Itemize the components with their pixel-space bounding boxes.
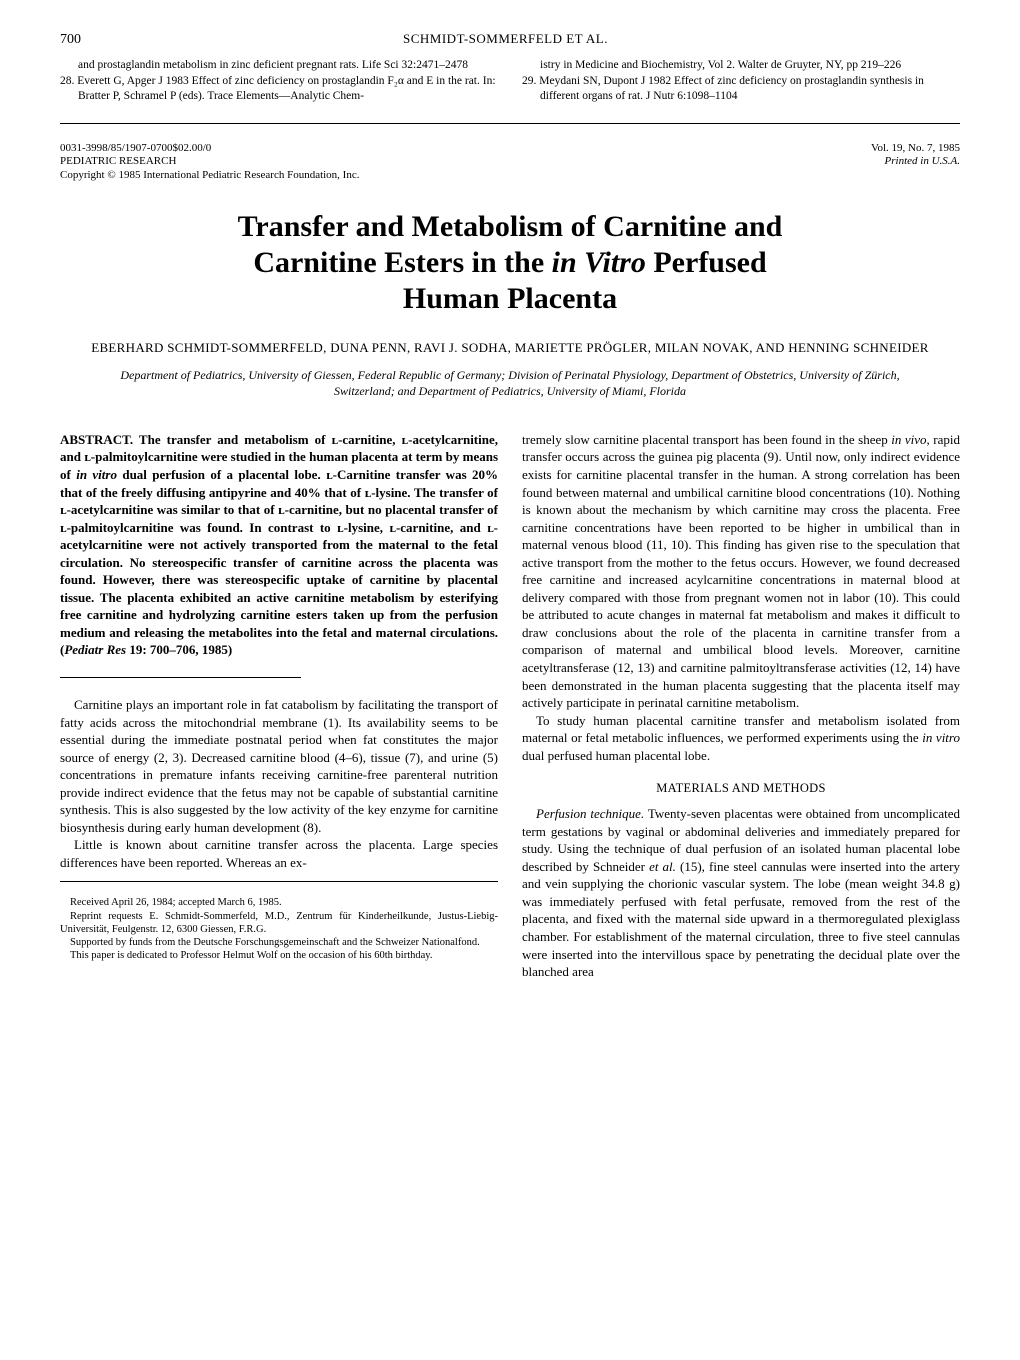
journal-meta-right: Vol. 19, No. 7, 1985 Printed in U.S.A.: [871, 142, 960, 183]
body-paragraph: Carnitine plays an important role in fat…: [60, 696, 498, 836]
copyright-line: Copyright © 1985 International Pediatric…: [60, 169, 359, 183]
article-title: Transfer and Metabolism of Carnitine and…: [60, 209, 960, 317]
footnote: This paper is dedicated to Professor Hel…: [60, 949, 498, 962]
footnote-rule: [60, 881, 498, 882]
volume-issue: Vol. 19, No. 7, 1985: [871, 142, 960, 156]
affiliation: Department of Pediatrics, University of …: [120, 367, 900, 399]
abstract: ABSTRACT. The transfer and metabolism of…: [60, 431, 498, 659]
body-paragraph: tremely slow carnitine placental transpo…: [522, 431, 960, 712]
body-columns: ABSTRACT. The transfer and metabolism of…: [60, 431, 960, 981]
methods-paragraph: Perfusion technique. Twenty-seven placen…: [522, 805, 960, 980]
journal-meta: 0031-3998/85/1907-0700$02.00/0 PEDIATRIC…: [60, 142, 960, 183]
abstract-label: ABSTRACT.: [60, 432, 133, 447]
reference-text: Meydani SN, Dupont J 1982 Effect of zinc…: [539, 75, 924, 102]
reference-number: 29.: [522, 75, 536, 87]
section-divider: [60, 123, 960, 124]
journal-code: 0031-3998/85/1907-0700$02.00/0: [60, 142, 359, 156]
references-right-column: istry in Medicine and Biochemistry, Vol …: [522, 58, 960, 105]
journal-meta-left: 0031-3998/85/1907-0700$02.00/0 PEDIATRIC…: [60, 142, 359, 183]
printed-in: Printed in U.S.A.: [871, 155, 960, 169]
footnotes: Received April 26, 1984; accepted March …: [60, 896, 498, 962]
body-paragraph: Little is known about carnitine transfer…: [60, 836, 498, 871]
reference-continuation: and prostaglandin metabolism in zinc def…: [60, 58, 498, 73]
abstract-rule: [60, 677, 301, 678]
references-section: and prostaglandin metabolism in zinc def…: [60, 58, 960, 105]
running-head: SCHMIDT-SOMMERFELD ET AL.: [403, 30, 608, 48]
reference-number: 28.: [60, 75, 74, 87]
title-line-2: Carnitine Esters in the in Vitro Perfuse…: [253, 246, 766, 279]
footnote: Reprint requests E. Schmidt-Sommerfeld, …: [60, 910, 498, 936]
reference-text: Everett G, Apger J 1983 Effect of zinc d…: [77, 75, 495, 102]
footnote: Received April 26, 1984; accepted March …: [60, 896, 498, 909]
page-number: 700: [60, 31, 81, 50]
page-header: 700 SCHMIDT-SOMMERFELD ET AL.: [60, 30, 960, 50]
reference-item: 29. Meydani SN, Dupont J 1982 Effect of …: [522, 74, 960, 104]
methods-heading: MATERIALS AND METHODS: [522, 780, 960, 797]
footnote: Supported by funds from the Deutsche For…: [60, 936, 498, 949]
references-left-column: and prostaglandin metabolism in zinc def…: [60, 58, 498, 105]
journal-name: PEDIATRIC RESEARCH: [60, 155, 359, 169]
right-column: tremely slow carnitine placental transpo…: [522, 431, 960, 981]
left-column: ABSTRACT. The transfer and metabolism of…: [60, 431, 498, 981]
title-line-3: Human Placenta: [403, 282, 617, 315]
authors: EBERHARD SCHMIDT-SOMMERFELD, DUNA PENN, …: [60, 339, 960, 357]
body-paragraph: To study human placental carnitine trans…: [522, 712, 960, 765]
reference-item: 28. Everett G, Apger J 1983 Effect of zi…: [60, 74, 498, 104]
reference-continuation: istry in Medicine and Biochemistry, Vol …: [522, 58, 960, 73]
title-line-1: Transfer and Metabolism of Carnitine and: [238, 210, 783, 243]
abstract-body: The transfer and metabolism of ʟ-carniti…: [60, 432, 498, 658]
